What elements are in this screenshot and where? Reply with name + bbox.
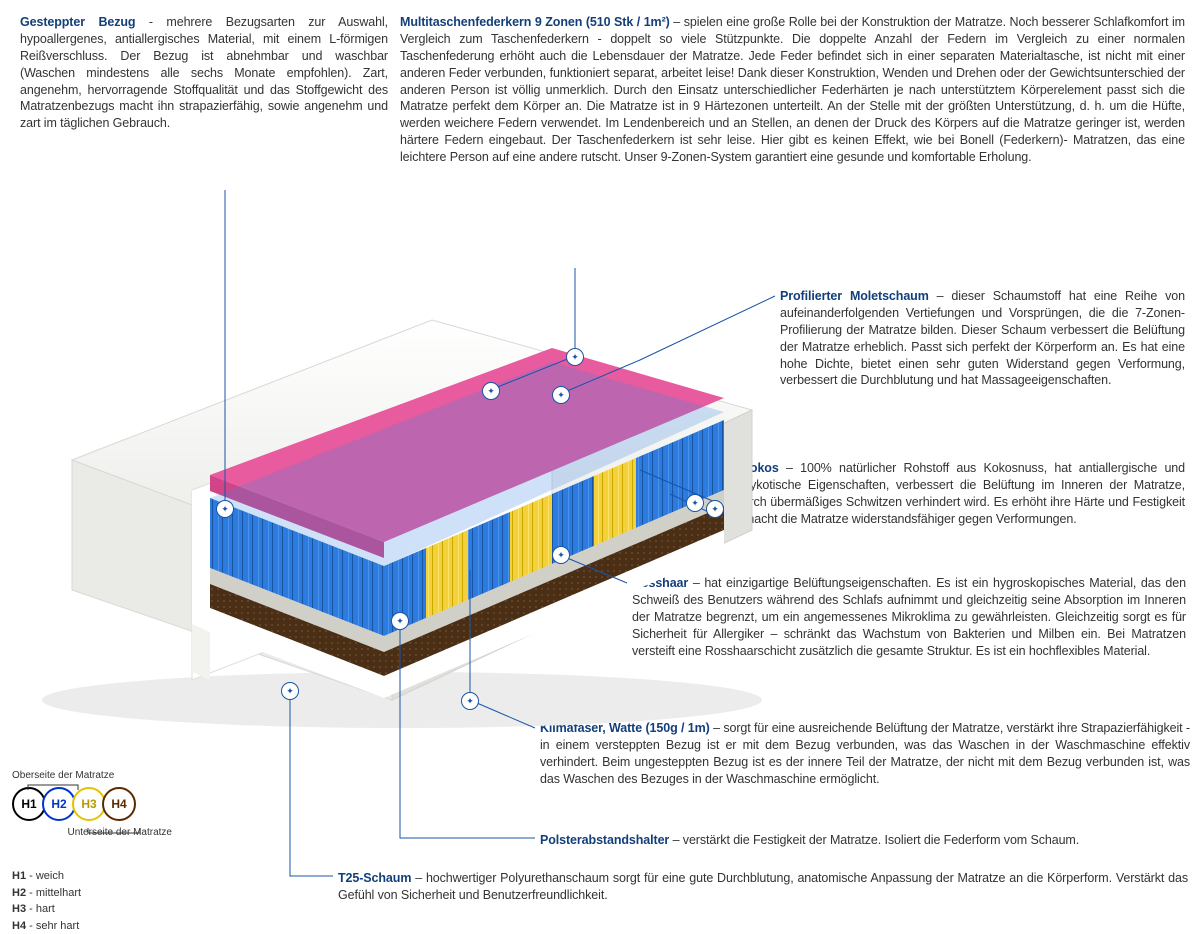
legend-def-h2-v: - mittelhart — [26, 887, 81, 899]
legend-h4: H4 — [102, 787, 136, 821]
legend-h1: H1 — [12, 787, 46, 821]
heading-foam-profiled: Profilierter Moletschaum — [780, 289, 929, 303]
body-t25: – hochwertiger Polyurethanschaum sorgt f… — [338, 871, 1188, 902]
body-coconut: – 100% natürlicher Rohstoff aus Kokosnus… — [720, 461, 1185, 526]
legend-def-h4-k: H4 — [12, 920, 26, 932]
section-cover: Gesteppter Bezug - mehrere Bezugsarten z… — [20, 14, 388, 132]
legend-def-h1-k: H1 — [12, 870, 26, 882]
legend-top-label: Oberseite der Matratze — [12, 770, 262, 781]
callout-horsehair — [552, 546, 570, 564]
callout-climafiber — [461, 692, 479, 710]
heading-cover: Gesteppter Bezug — [20, 15, 135, 29]
section-springs: Multitaschenfederkern 9 Zonen (510 Stk /… — [400, 14, 1185, 166]
body-foam-profiled: – dieser Schaumstoff hat eine Reihe von … — [780, 289, 1185, 387]
heading-spacer: Polsterabstandshalter — [540, 833, 669, 847]
legend-def-h1-v: - weich — [26, 870, 64, 882]
section-foam-profiled: Profilierter Moletschaum – dieser Schaum… — [780, 288, 1185, 389]
section-coconut: 2x Kokos – 100% natürlicher Rohstoff aus… — [720, 460, 1185, 528]
callout-t25 — [281, 682, 299, 700]
callout-springs-1 — [482, 382, 500, 400]
mattress-illustration — [12, 280, 772, 730]
legend-h2: H2 — [42, 787, 76, 821]
legend-h3: H3 — [72, 787, 106, 821]
body-cover: - mehrere Bezugsarten zur Auswahl, hypoa… — [20, 15, 388, 130]
legend-def-h2-k: H2 — [12, 887, 26, 899]
legend-circles: H1 H2 H3 H4 — [12, 787, 262, 821]
legend-def-h3-v: - hart — [26, 903, 55, 915]
legend-def-h4-v: - sehr hart — [26, 920, 79, 932]
callout-springs-2 — [566, 348, 584, 366]
section-spacer: Polsterabstandshalter – verstärkt die Fe… — [540, 832, 1190, 849]
callout-cover — [216, 500, 234, 518]
hardness-legend: Oberseite der Matratze H1 H2 H3 H4 Unter… — [12, 770, 262, 934]
callout-coconut-1 — [686, 494, 704, 512]
legend-bottom-label: Unterseite der Matratze — [12, 827, 172, 838]
legend-def-h3-k: H3 — [12, 903, 26, 915]
section-t25: T25-Schaum – hochwertiger Polyurethansch… — [338, 870, 1188, 904]
body-springs: – spielen eine große Rolle bei der Konst… — [400, 15, 1185, 164]
callout-foam-profiled — [552, 386, 570, 404]
heading-springs: Multitaschenfederkern 9 Zonen (510 Stk /… — [400, 15, 670, 29]
callout-coconut-2 — [706, 500, 724, 518]
legend-definitions: H1 - weich H2 - mittelhart H3 - hart H4 … — [12, 868, 262, 934]
body-spacer: – verstärkt die Festigkeit der Matratze.… — [669, 833, 1079, 847]
callout-spacer — [391, 612, 409, 630]
heading-t25: T25-Schaum — [338, 871, 411, 885]
section-climafiber: Klimafaser, Watte (150g / 1m) – sorgt fü… — [540, 720, 1190, 788]
